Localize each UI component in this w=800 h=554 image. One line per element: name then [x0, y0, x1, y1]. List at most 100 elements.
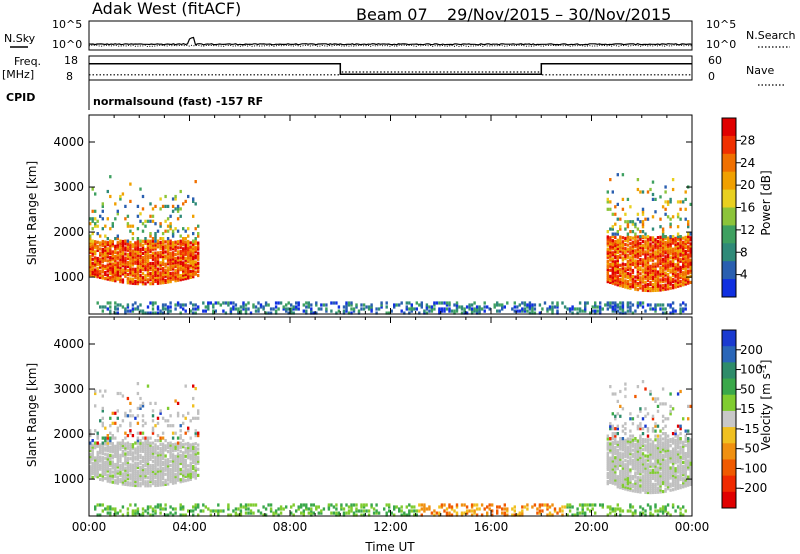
scatter-cell — [106, 461, 109, 465]
scatter-cell — [194, 240, 197, 244]
scatter-cell — [305, 505, 308, 509]
scatter-cell — [91, 227, 94, 231]
scatter-cell — [679, 389, 682, 394]
scatter-cell — [176, 464, 180, 468]
colorbar-segment — [722, 118, 736, 137]
scatter-cell — [684, 482, 687, 486]
scatter-cell — [654, 509, 657, 513]
scatter-cell — [171, 471, 175, 475]
scatter-cell — [526, 309, 529, 313]
scatter-cell — [310, 309, 313, 313]
scatter-cell — [629, 268, 632, 272]
scatter-cell — [636, 455, 640, 459]
scatter-cell — [104, 248, 107, 252]
scatter-cell — [659, 278, 662, 282]
scatter-cell — [405, 513, 408, 517]
scatter-cell — [634, 485, 637, 489]
scatter-cell — [659, 447, 662, 451]
scatter-cell — [131, 434, 135, 438]
scatter-cell — [682, 246, 685, 250]
scatter-cell — [664, 263, 667, 267]
scatter-cell — [106, 436, 109, 440]
scatter-cell — [176, 478, 180, 482]
scatter-cell — [166, 468, 170, 472]
scatter-cell — [614, 270, 617, 274]
scatter-cell — [199, 509, 202, 513]
scatter-cell — [614, 274, 617, 278]
scatter-cell — [121, 452, 125, 456]
scatter-cell — [187, 429, 190, 433]
scatter-cell — [636, 259, 640, 263]
scatter-cell — [182, 251, 185, 255]
scatter-cell — [89, 234, 92, 238]
scatter-cell — [669, 476, 672, 480]
scatter-cell — [631, 464, 635, 469]
scatter-cell — [144, 484, 147, 488]
scatter-cell — [141, 276, 145, 280]
scatter-cell — [651, 238, 655, 242]
scatter-cell — [109, 249, 112, 253]
scatter-cell — [589, 311, 592, 315]
scatter-cell — [629, 230, 632, 234]
scatter-cell — [219, 509, 222, 513]
scatter-cell — [619, 459, 622, 463]
scatter-cell — [159, 251, 162, 255]
scatter-cell — [639, 443, 642, 447]
scatter-cell — [626, 477, 630, 482]
scatter-cell — [644, 262, 647, 266]
scatter-cell — [661, 230, 665, 234]
scatter-cell — [227, 507, 230, 511]
scatter-cell — [619, 267, 622, 271]
scatter-cell — [624, 465, 627, 469]
scatter-cell — [106, 275, 109, 279]
scatter-cell — [669, 244, 672, 248]
scatter-cell — [684, 258, 687, 262]
scatter-cell — [114, 479, 117, 483]
scatter-cell — [239, 311, 243, 315]
scatter-cell — [433, 513, 436, 517]
scatter-cell — [169, 443, 172, 447]
colorbar-segment — [722, 394, 736, 412]
scatter-cell — [687, 235, 690, 239]
scatter-cell — [159, 263, 162, 267]
scatter-cell — [114, 475, 117, 479]
scatter-cell — [154, 451, 157, 455]
scatter-cell — [146, 436, 150, 440]
scatter-cell — [671, 284, 675, 288]
scatter-cell — [109, 472, 112, 476]
scatter-cell — [611, 259, 614, 263]
scatter-cell — [659, 464, 662, 468]
scatter-cell — [179, 461, 182, 466]
scatter-cell — [646, 272, 650, 276]
scatter-cell — [684, 434, 687, 438]
scatter-cell — [689, 476, 692, 480]
scatter-cell — [151, 247, 155, 251]
scatter-cell — [659, 455, 662, 460]
scatter-cell — [272, 307, 275, 311]
scatter-cell — [320, 509, 323, 513]
scatter-cell — [159, 439, 162, 443]
scatter-cell — [184, 464, 187, 468]
scatter-cell — [179, 478, 182, 482]
scatter-cell — [187, 472, 190, 476]
scatter-cell — [99, 271, 102, 275]
scatter-cell — [151, 465, 155, 469]
scatter-cell — [109, 445, 112, 449]
scatter-cell — [189, 273, 192, 277]
scatter-cell — [197, 307, 200, 311]
scatter-cell — [154, 483, 157, 488]
scatter-cell — [674, 444, 677, 449]
scatter-cell — [129, 259, 132, 263]
scatter-cell — [611, 261, 614, 265]
scatter-cell — [151, 261, 155, 265]
scatter-cell — [169, 243, 172, 247]
scatter-cell — [151, 482, 155, 486]
scatter-cell — [611, 451, 614, 455]
scatter-cell — [659, 258, 662, 262]
scatter-cell — [656, 397, 660, 401]
scatter-cell — [687, 463, 690, 467]
scatter-cell — [646, 238, 650, 242]
scatter-cell — [182, 261, 185, 265]
scatter-cell — [151, 257, 155, 261]
scatter-cell — [129, 279, 132, 283]
